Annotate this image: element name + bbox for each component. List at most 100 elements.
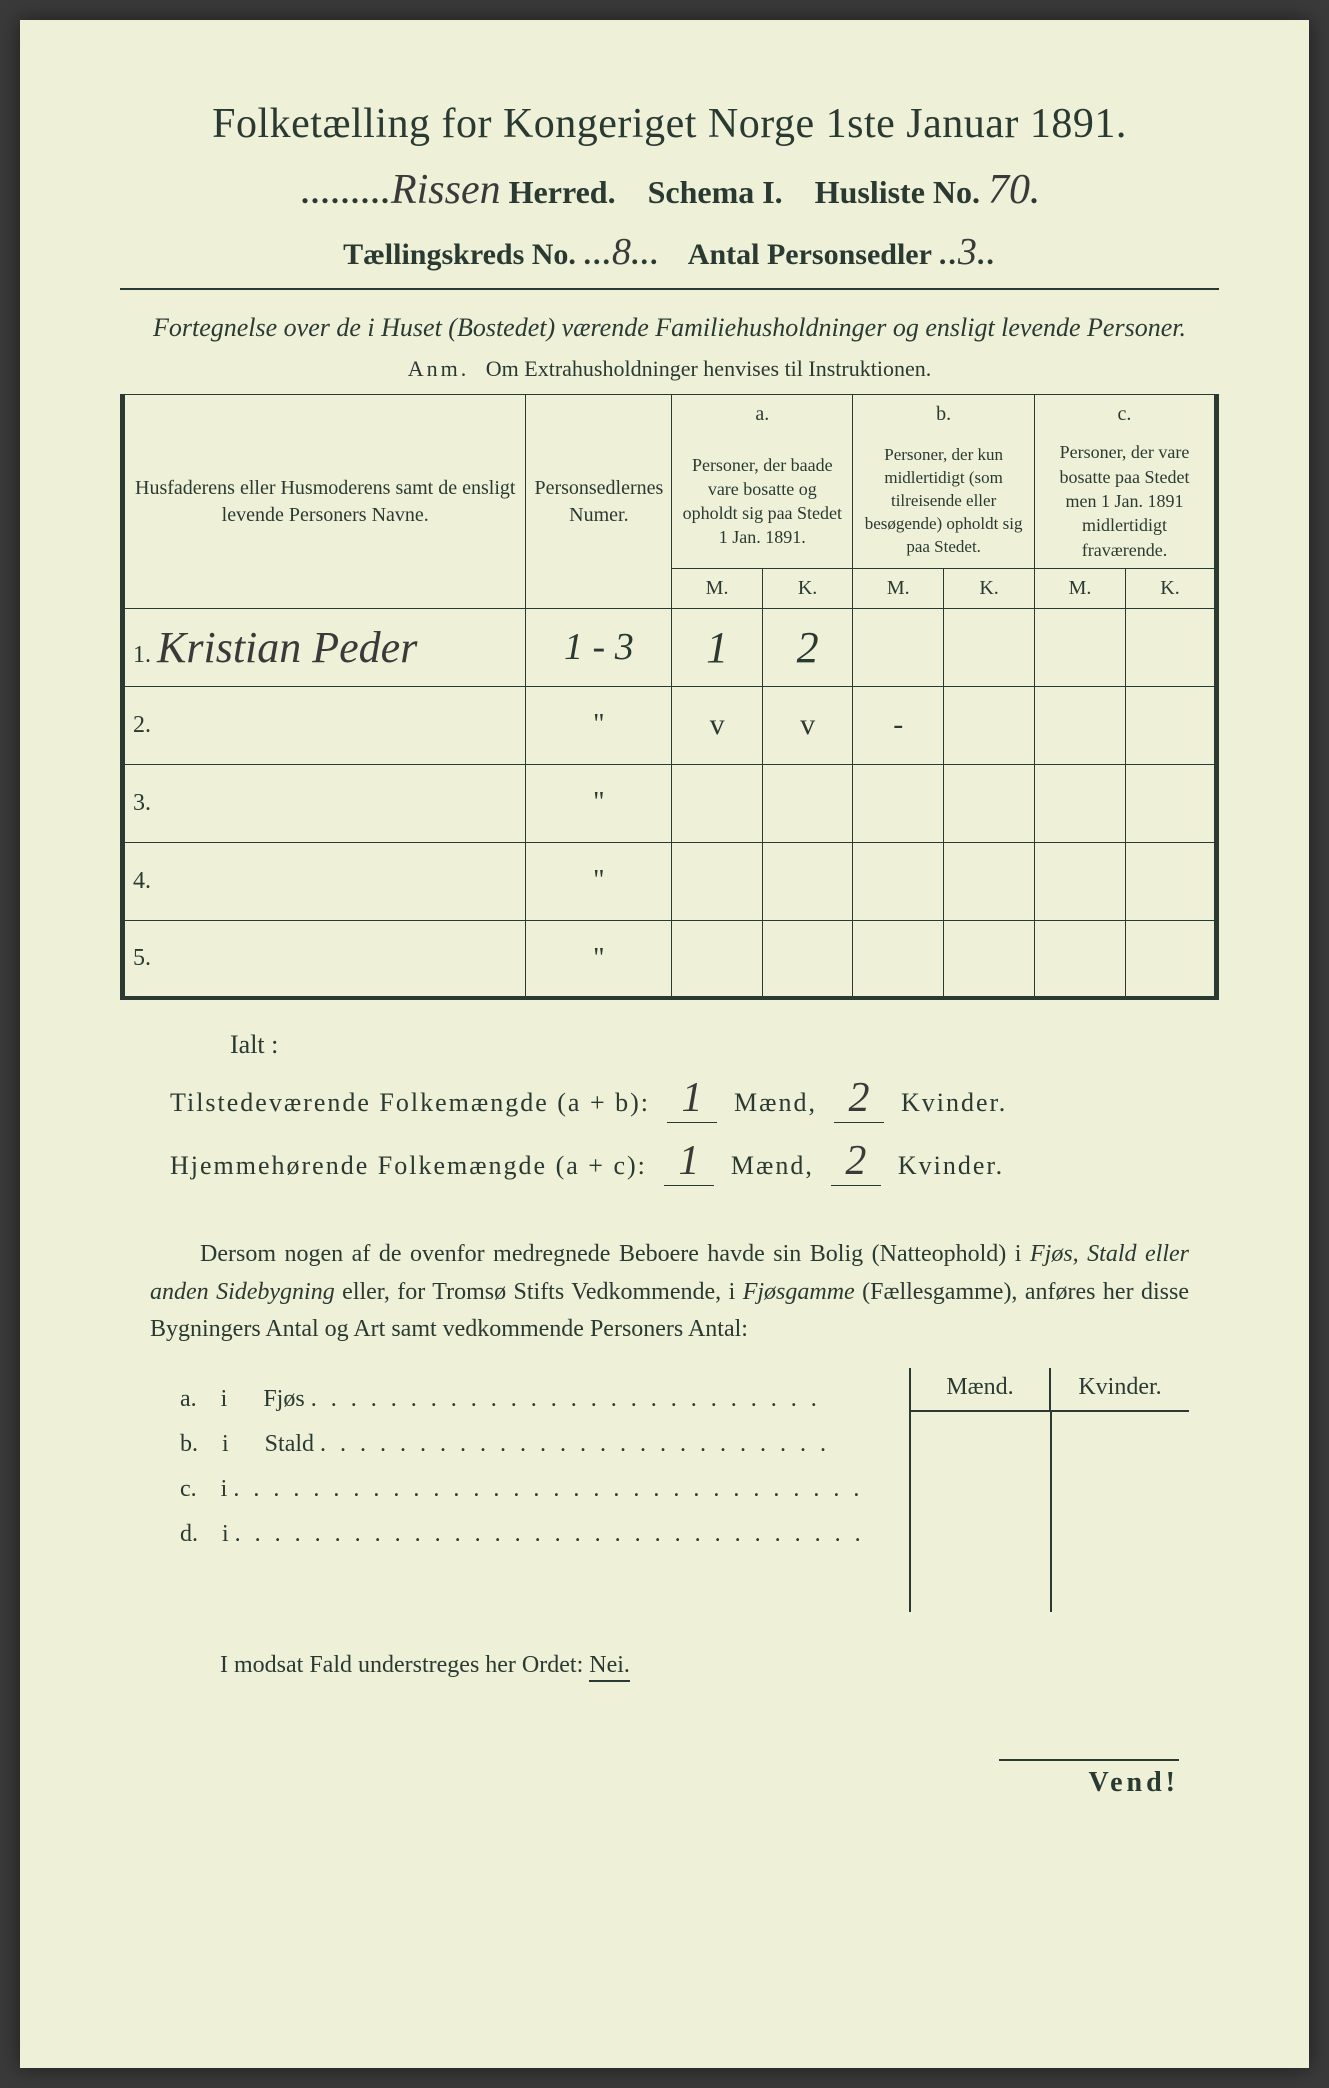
abcd-row: a. i Fjøs . . . . . . . . . . . . . . . … bbox=[150, 1386, 909, 1413]
dots: .. bbox=[939, 238, 958, 271]
cell-bm: - bbox=[853, 686, 944, 764]
dots: . . . . . . . . . . . . . . . . . . . . … bbox=[233, 1476, 863, 1502]
sum2-mlabel: Mænd, bbox=[731, 1151, 814, 1180]
th-b-text: Personer, der kun midlertidigt (som tilr… bbox=[853, 434, 1035, 568]
cell-am bbox=[672, 920, 763, 998]
cell-cm bbox=[1034, 920, 1125, 998]
cell-bk bbox=[944, 920, 1035, 998]
cell-ak: v bbox=[762, 686, 852, 764]
cell-num: " bbox=[526, 686, 672, 764]
modsat-line: I modsat Fald understreges her Ordet: Ne… bbox=[220, 1652, 1219, 1679]
table-row: 4. " bbox=[123, 842, 1217, 920]
abcd-list: a. i Fjøs . . . . . . . . . . . . . . . … bbox=[150, 1368, 909, 1612]
table-row: 5. " bbox=[123, 920, 1217, 998]
kreds-label: Tællingskreds No. bbox=[343, 238, 576, 271]
cell-ak bbox=[762, 920, 852, 998]
dots: . . . . . . . . . . . . . . . . . . . . … bbox=[311, 1386, 821, 1412]
cell-num: " bbox=[526, 920, 672, 998]
cell-am: v bbox=[672, 686, 763, 764]
dots: ......... bbox=[301, 174, 391, 210]
herred-handwritten: Rissen bbox=[391, 167, 501, 213]
lower-section: a. i Fjøs . . . . . . . . . . . . . . . … bbox=[150, 1368, 1189, 1612]
dots: . . . . . . . . . . . . . . . . . . . . … bbox=[235, 1521, 865, 1547]
cell-bm bbox=[853, 842, 944, 920]
letter: d. bbox=[180, 1521, 198, 1547]
cell-num: " bbox=[526, 842, 672, 920]
schema-label: Schema I. bbox=[648, 174, 783, 210]
table-header: Husfaderens eller Husmoderens samt de en… bbox=[123, 395, 1217, 608]
kreds-no-handwritten: 8 bbox=[612, 231, 631, 273]
cell-ck bbox=[1125, 920, 1216, 998]
page-title: Folketælling for Kongeriget Norge 1ste J… bbox=[120, 100, 1219, 148]
label: Fjøs bbox=[263, 1386, 304, 1412]
cell-am: 1 bbox=[672, 608, 763, 686]
label: Stald bbox=[265, 1431, 314, 1457]
i: i bbox=[222, 1431, 229, 1457]
cell-num: 1 - 3 bbox=[526, 608, 672, 686]
instructions-paragraph: Dersom nogen af de ovenfor medregnede Be… bbox=[150, 1236, 1189, 1348]
modsat-text: I modsat Fald understreges her Ordet: bbox=[220, 1652, 583, 1678]
maend-label: Mænd. bbox=[911, 1368, 1051, 1410]
husliste-label: Husliste No. bbox=[815, 174, 980, 210]
sum2-k-handwritten: 2 bbox=[831, 1137, 881, 1186]
sum1-label: Tilstedeværende Folkemængde (a + b): bbox=[170, 1088, 650, 1117]
herred-label: Herred. bbox=[509, 174, 616, 210]
ialt-label: Ialt : bbox=[230, 1030, 1219, 1060]
sum-resident: Hjemmehørende Folkemængde (a + c): 1 Mæn… bbox=[170, 1137, 1219, 1186]
cell-bk bbox=[944, 608, 1035, 686]
cell-bk bbox=[944, 686, 1035, 764]
th-a-m: M. bbox=[672, 568, 763, 608]
cell-cm bbox=[1034, 764, 1125, 842]
antal-label: Antal Personsedler bbox=[688, 238, 932, 271]
vend-label: Vend! bbox=[999, 1759, 1179, 1799]
husliste-no-handwritten: 70 bbox=[988, 167, 1030, 213]
cell-cm bbox=[1034, 686, 1125, 764]
cell-num: " bbox=[526, 764, 672, 842]
th-c-k: K. bbox=[1125, 568, 1216, 608]
cell-bk bbox=[944, 842, 1035, 920]
sum2-label: Hjemmehørende Folkemængde (a + c): bbox=[170, 1151, 647, 1180]
cell-ck bbox=[1125, 608, 1216, 686]
cell-ak bbox=[762, 764, 852, 842]
cell-bm bbox=[853, 920, 944, 998]
cell-name: 5. bbox=[123, 920, 526, 998]
name-handwritten: Kristian Peder bbox=[157, 623, 417, 672]
cell-bm bbox=[853, 608, 944, 686]
letter: c. bbox=[180, 1476, 197, 1502]
th-b-k: K. bbox=[944, 568, 1035, 608]
cell-name: 4. bbox=[123, 842, 526, 920]
cell-name: 2. bbox=[123, 686, 526, 764]
cell-ak bbox=[762, 842, 852, 920]
th-numer: Personsedlernes Numer. bbox=[526, 395, 672, 608]
cell-name: 1. Kristian Peder bbox=[123, 608, 526, 686]
th-b-label: b. bbox=[853, 395, 1035, 435]
cell-am bbox=[672, 764, 763, 842]
dot: . bbox=[1030, 174, 1038, 210]
cell-am bbox=[672, 842, 763, 920]
dots: . . . . . . . . . . . . . . . . . . . . … bbox=[320, 1431, 830, 1457]
th-a-k: K. bbox=[762, 568, 852, 608]
table-row: 3. " bbox=[123, 764, 1217, 842]
th-a-label: a. bbox=[672, 395, 853, 435]
annotation-line: Anm. Om Extrahusholdninger henvises til … bbox=[120, 356, 1219, 382]
i: i bbox=[221, 1386, 228, 1412]
divider bbox=[1050, 1412, 1052, 1612]
table-row: 1. Kristian Peder 1 - 3 1 2 bbox=[123, 608, 1217, 686]
sum1-k-handwritten: 2 bbox=[834, 1074, 884, 1123]
letter: a. bbox=[180, 1386, 197, 1412]
header-line-2: .........Rissen Herred. Schema I. Huslis… bbox=[120, 166, 1219, 214]
dots: ... bbox=[631, 238, 660, 271]
cell-ak: 2 bbox=[762, 608, 852, 686]
dots: ... bbox=[583, 238, 612, 271]
th-names: Husfaderens eller Husmoderens samt de en… bbox=[123, 395, 526, 608]
mk-columns: Mænd. Kvinder. bbox=[909, 1368, 1189, 1612]
cell-cm bbox=[1034, 842, 1125, 920]
th-c-label: c. bbox=[1034, 395, 1216, 435]
cell-ck bbox=[1125, 764, 1216, 842]
sum2-m-handwritten: 1 bbox=[664, 1137, 714, 1186]
sum1-mlabel: Mænd, bbox=[734, 1088, 817, 1117]
table-row: 2. " v v - bbox=[123, 686, 1217, 764]
kvinder-label: Kvinder. bbox=[1051, 1368, 1189, 1410]
cell-ck bbox=[1125, 842, 1216, 920]
abcd-row: d. i . . . . . . . . . . . . . . . . . .… bbox=[150, 1521, 909, 1548]
